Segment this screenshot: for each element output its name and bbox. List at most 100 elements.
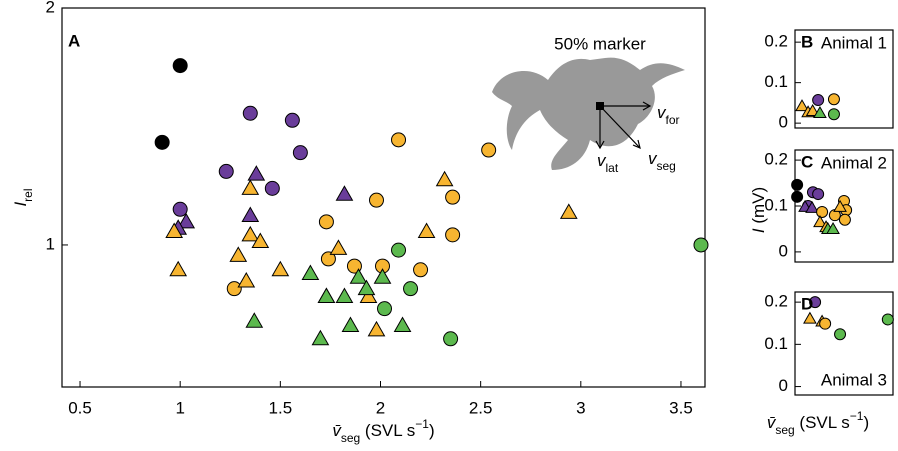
plot-frame — [794, 291, 894, 396]
label-part: ) — [429, 421, 435, 440]
point — [791, 178, 804, 191]
arrow-head — [595, 140, 605, 150]
x-tick-label: 2 — [376, 398, 385, 417]
y-axis-label: Irel — [11, 188, 35, 206]
panel-label: D — [801, 294, 813, 313]
label-part: I — [749, 228, 768, 233]
label-part: seg — [775, 423, 794, 437]
arrow — [599, 105, 641, 149]
x-axis-label: v̄seg (SVL s−1) — [767, 409, 869, 437]
point — [834, 328, 847, 341]
point — [373, 268, 392, 284]
point — [169, 260, 188, 277]
vector-label: vfor — [657, 103, 680, 127]
point — [318, 214, 334, 230]
point — [172, 58, 188, 74]
point — [559, 203, 578, 219]
point — [819, 317, 832, 330]
point — [367, 320, 386, 337]
label-part: v̄ — [332, 421, 342, 440]
label-part: (SVL s — [795, 413, 850, 432]
point — [245, 312, 264, 328]
label-part: −1 — [415, 417, 429, 431]
label-part: lat — [606, 161, 619, 175]
point — [377, 301, 393, 317]
point — [172, 201, 188, 217]
point — [154, 134, 170, 150]
arrow-head — [632, 139, 641, 150]
point — [413, 262, 429, 278]
point — [403, 281, 419, 297]
point — [292, 145, 308, 161]
x-tick-label: 3 — [576, 398, 585, 417]
label-part: ) — [863, 413, 869, 432]
annotation: Animal 2 — [821, 153, 887, 172]
y-tick-label: 0.2 — [764, 32, 788, 51]
y-tick-label: 0.1 — [764, 72, 788, 91]
point — [317, 287, 336, 304]
point — [357, 279, 376, 296]
y-tick-label: 0.1 — [764, 195, 788, 214]
point — [816, 205, 829, 218]
point — [242, 105, 258, 121]
label-part: v — [657, 103, 667, 122]
plot-frame — [794, 29, 894, 129]
point — [391, 242, 407, 258]
lizard-silhouette — [492, 57, 685, 171]
point — [264, 180, 280, 196]
point — [218, 163, 234, 179]
x-tick-label: 1 — [175, 398, 184, 417]
panel-label: C — [801, 152, 813, 171]
point — [329, 239, 348, 255]
label-part: rel — [21, 188, 35, 201]
label-part: v — [597, 151, 607, 170]
point — [359, 287, 378, 304]
x-tick-label: 2.5 — [469, 398, 493, 417]
point — [791, 190, 804, 203]
point — [795, 99, 809, 112]
label-part: I — [11, 202, 30, 207]
point — [241, 206, 260, 222]
annotation: Animal 3 — [821, 370, 887, 389]
point — [368, 192, 384, 208]
x-axis-label: v̄seg (SVL s−1) — [332, 417, 434, 445]
y-tick-label: 0 — [779, 376, 788, 395]
y-tick-label: 0 — [779, 113, 788, 132]
vector-label: vseg — [648, 149, 676, 173]
point — [803, 311, 817, 324]
y-tick-label: 0.2 — [764, 292, 788, 311]
point — [341, 316, 360, 333]
point — [812, 94, 825, 107]
y-tick-label: 2 — [46, 0, 55, 16]
point — [435, 170, 454, 187]
point — [393, 316, 412, 333]
label-part: v — [648, 149, 658, 168]
x-tick-label: 0.5 — [68, 398, 92, 417]
point — [226, 281, 242, 297]
label-part: for — [666, 113, 680, 127]
arrow-head — [642, 101, 652, 111]
label-part: (SVL s — [360, 421, 415, 440]
point — [165, 222, 184, 239]
point — [335, 185, 354, 201]
annotation: 50% marker — [554, 34, 646, 53]
point — [241, 225, 260, 242]
vector-label: vlat — [597, 151, 619, 175]
point — [809, 296, 822, 309]
point — [805, 200, 819, 213]
point — [335, 287, 354, 304]
point — [417, 222, 436, 239]
point — [827, 93, 840, 106]
point — [229, 246, 248, 262]
label-part: v̄ — [767, 413, 777, 432]
point — [237, 271, 256, 288]
point — [838, 213, 851, 226]
point — [320, 251, 336, 267]
point — [443, 331, 459, 347]
annotation: Animal 1 — [821, 33, 887, 52]
point — [445, 227, 461, 243]
point — [812, 188, 825, 201]
point — [813, 106, 827, 119]
plot-frame — [61, 7, 706, 388]
